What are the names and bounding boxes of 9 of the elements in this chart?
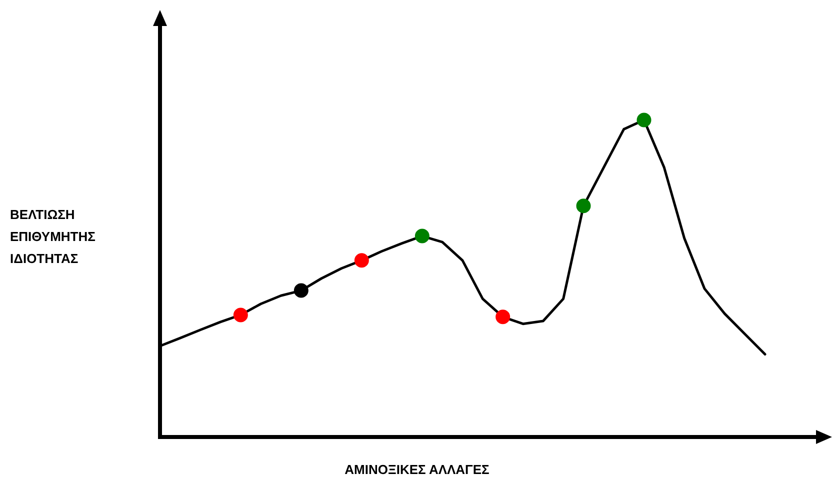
point <box>496 310 510 324</box>
point <box>233 308 248 322</box>
point <box>294 283 308 298</box>
x-axis-title: ΑΜΙΝΟΞΙΚΕΣ ΑΛΛΑΓΕΣ <box>344 462 490 477</box>
y-axis-title: ΒΕΛΤΙΩΣΗ ΕΠΙΘΥΜΗΤΗΣ ΙΔΙΟΤΗΤΑΣ <box>10 206 96 268</box>
point <box>414 228 430 244</box>
point <box>636 112 652 128</box>
point <box>354 253 369 268</box>
point <box>576 198 591 214</box>
